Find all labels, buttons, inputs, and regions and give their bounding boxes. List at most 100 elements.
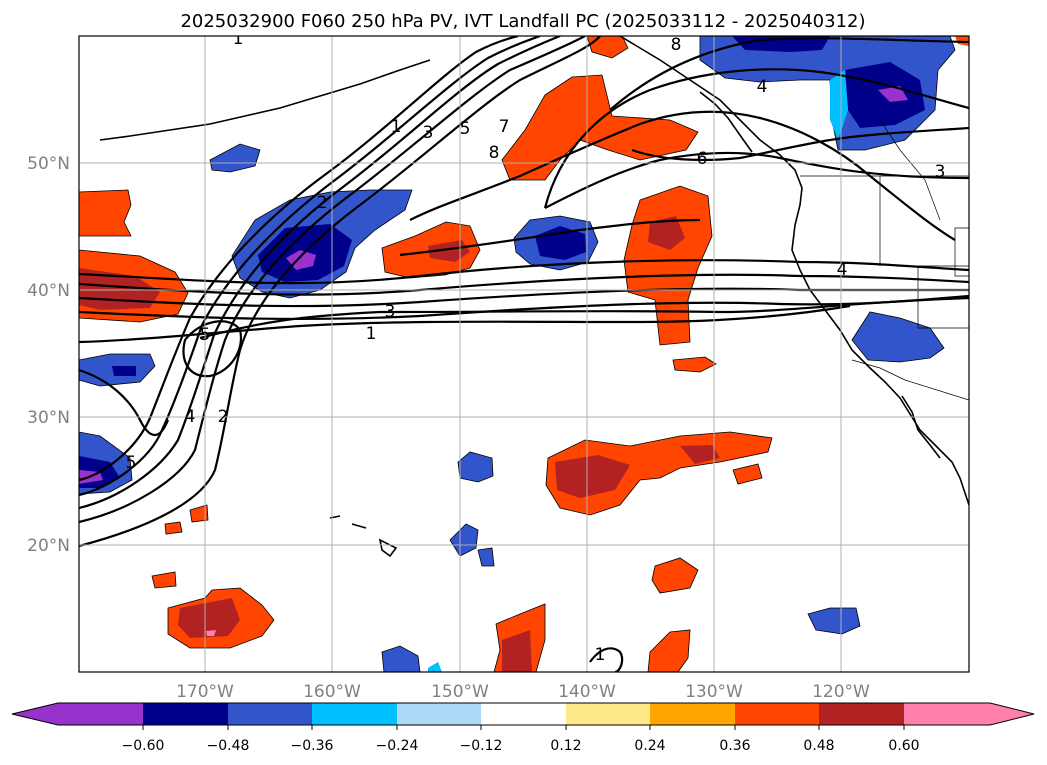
contour-label: 5 xyxy=(200,325,211,345)
map-frame xyxy=(78,35,970,673)
pv-contour xyxy=(589,647,624,672)
neg-anomaly-subtropic-b xyxy=(449,523,479,557)
colorbar-tick-label: −0.48 xyxy=(207,738,250,754)
pv-contour xyxy=(79,36,561,510)
neg-anomaly-nw-small xyxy=(209,143,261,173)
pos-anomaly-south-d-core xyxy=(502,630,532,672)
contour-label: 8 xyxy=(489,143,500,163)
colorbar-tick-label: 0.36 xyxy=(719,738,750,754)
pv-contour xyxy=(79,273,969,296)
pos-anomaly-south-a xyxy=(651,557,699,594)
neg-anomaly-south-a xyxy=(807,607,861,635)
colorbar-segment xyxy=(228,703,312,725)
pos-anomaly-subtropic-b xyxy=(732,463,763,485)
colorbar-segment xyxy=(735,703,819,725)
lat-label-30n: 30°N xyxy=(27,408,70,428)
colorbar-frame xyxy=(11,702,1035,726)
neg-anomaly-ne-cyan xyxy=(830,70,848,140)
neg-anomaly-west-a-core xyxy=(112,366,136,376)
contour-label: 3 xyxy=(935,162,946,182)
pv-contour xyxy=(79,36,586,524)
contour-label: 3 xyxy=(385,302,396,322)
coastlines xyxy=(99,36,969,558)
aleutian-islands xyxy=(99,59,431,141)
pv-contour xyxy=(199,296,969,340)
pos-anomaly-south-b-core xyxy=(178,598,240,638)
contour-label: 1 xyxy=(233,29,244,49)
state-borders xyxy=(800,175,969,401)
colorbar-tick-label: −0.60 xyxy=(122,738,165,754)
lon-label-150w: 150°W xyxy=(431,682,489,702)
north-america-coast xyxy=(619,36,969,506)
pv-contours xyxy=(79,36,969,672)
colorbar-segment xyxy=(312,703,397,725)
figure-title: 2025032900 F060 250 hPa PV, IVT Landfall… xyxy=(180,11,865,32)
lon-label-160w: 160°W xyxy=(303,682,361,702)
lat-axis-labels: 50°N 40°N 30°N 20°N xyxy=(27,154,70,556)
contour-label: 6 xyxy=(697,149,708,169)
pv-contour xyxy=(79,36,601,548)
contour-label: 4 xyxy=(837,260,848,280)
lat-label-50n: 50°N xyxy=(27,154,70,174)
contour-label: 1 xyxy=(366,324,377,344)
pos-anomaly-subtropic-a-core xyxy=(555,455,630,498)
canada-border xyxy=(879,119,941,221)
pv-contour xyxy=(79,36,519,482)
colorbar-segment xyxy=(143,703,228,725)
contour-label: 2 xyxy=(317,193,328,213)
pos-anomaly-subtropic-c xyxy=(672,356,717,373)
lon-label-170w: 170°W xyxy=(176,682,234,702)
colorbar-tick-label: −0.36 xyxy=(291,738,334,754)
pos-anomaly-small-1 xyxy=(189,504,209,523)
colorbar-segment xyxy=(819,703,904,725)
contour-label: 1 xyxy=(595,645,606,665)
pos-anomaly-north-edge xyxy=(586,36,629,59)
shaded-field xyxy=(79,36,969,672)
pv-contour xyxy=(79,304,851,344)
pv-contour xyxy=(409,110,956,241)
contour-label: 5 xyxy=(126,453,137,473)
contour-label: 2 xyxy=(218,407,229,427)
colorbar-tick-label: 0.48 xyxy=(803,738,834,754)
baja-coast xyxy=(901,395,941,459)
gridlines xyxy=(79,36,969,672)
colorbar-segment xyxy=(650,703,735,725)
pos-anomaly-nw-left xyxy=(79,189,132,237)
pos-anomaly-central-north xyxy=(501,74,699,181)
pv-contour xyxy=(631,126,969,161)
pos-anomaly-east-core xyxy=(648,216,685,250)
lon-label-130w: 130°W xyxy=(685,682,743,702)
pos-anomaly-subtropic-a-core2 xyxy=(680,445,720,464)
pv-contour xyxy=(79,368,170,437)
pos-anomaly-east-column xyxy=(623,185,713,346)
bc-islands xyxy=(699,91,753,153)
pv-contour xyxy=(399,218,701,257)
colorbar-tick-label: 0.12 xyxy=(550,738,581,754)
colorbar-segment xyxy=(904,703,1034,725)
colorbar-tick-label: −0.24 xyxy=(376,738,419,754)
colorbar-ticks xyxy=(142,725,905,730)
lat-label-40n: 40°N xyxy=(27,281,70,301)
pv-contour xyxy=(544,151,969,209)
neg-anomaly-south-c xyxy=(428,662,442,672)
colorbar: −0.60 −0.48 −0.36 −0.24 −0.12 0.12 0.24 … xyxy=(11,702,1035,754)
lat-label-20n: 20°N xyxy=(27,536,70,556)
neg-anomaly-south-b xyxy=(381,645,421,672)
colorbar-segment xyxy=(566,703,650,725)
contour-labels: 1 2 1 3 5 7 8 8 6 4 3 4 3 1 5 4 2 5 1 xyxy=(126,29,946,665)
pos-anomaly-south-e xyxy=(647,629,691,672)
colorbar-tick-labels: −0.60 −0.48 −0.36 −0.24 −0.12 0.12 0.24 … xyxy=(122,738,920,754)
colorbar-tick-label: 0.24 xyxy=(634,738,665,754)
colorbar-tick-label: −0.12 xyxy=(460,738,503,754)
contour-label: 4 xyxy=(185,407,196,427)
contour-label: 5 xyxy=(460,119,471,139)
lon-label-140w: 140°W xyxy=(558,682,616,702)
neg-anomaly-ne-peak xyxy=(878,86,908,102)
colorbar-segment xyxy=(481,703,566,725)
map-panel: 1 2 1 3 5 7 8 8 6 4 3 4 3 1 5 4 2 5 1 xyxy=(78,29,970,673)
lon-label-120w: 120°W xyxy=(812,682,870,702)
colorbar-tick-label: 0.60 xyxy=(888,738,919,754)
pv-contour xyxy=(182,320,243,378)
contour-label: 8 xyxy=(671,35,682,55)
colorbar-segment xyxy=(397,703,481,725)
